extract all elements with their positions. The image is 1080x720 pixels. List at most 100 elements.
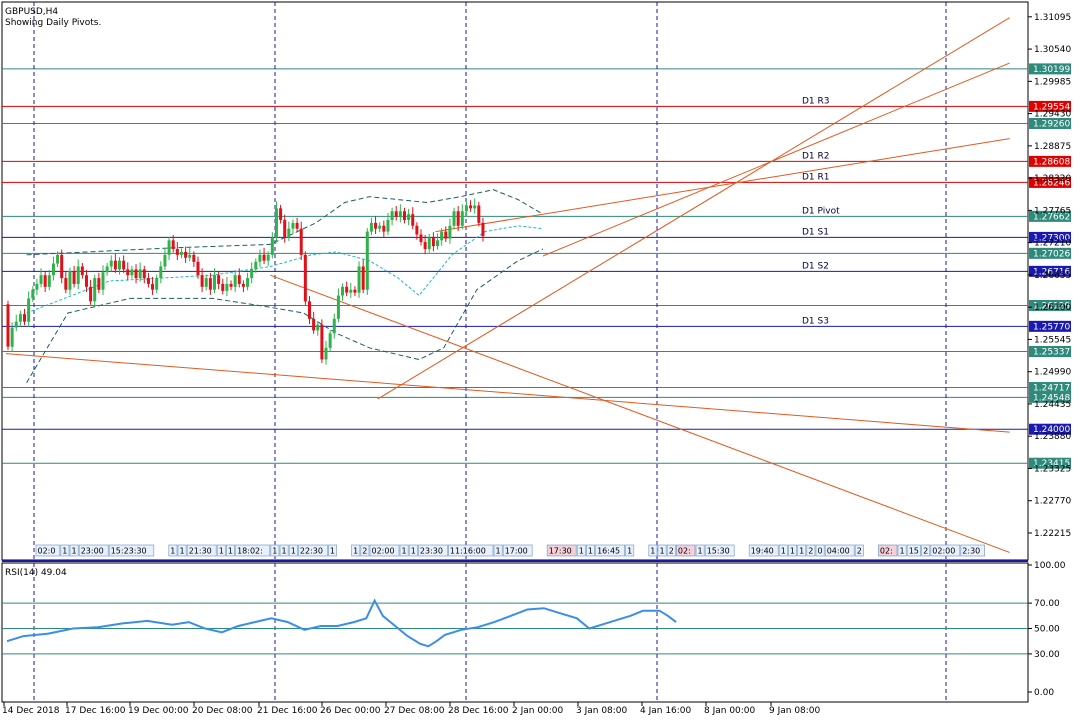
candle-body [444, 231, 448, 239]
candle-body [436, 240, 440, 247]
candle-body [307, 301, 311, 319]
event-marker [369, 544, 400, 557]
price-tick-label: 1.23325 [1034, 464, 1071, 474]
event-marker-label: 17:00 [505, 547, 528, 556]
period-separators [33, 2, 947, 702]
event-marker-label: 02:00 [372, 547, 395, 556]
candle-body [394, 211, 398, 218]
event-marker-label: 2 [857, 547, 862, 556]
plot-frame [1, 1, 1029, 703]
chart-symbol: GBPUSD,H4 [5, 7, 58, 17]
candle-body [18, 314, 22, 322]
event-marker [788, 544, 797, 557]
candle-body [23, 314, 27, 322]
candle-body [184, 251, 188, 258]
candle-body [320, 324, 324, 360]
price-tick-label: 1.22770 [1034, 497, 1071, 507]
event-marker-label: 1 [402, 547, 407, 556]
candle-body [171, 240, 175, 250]
candle-body [341, 286, 345, 296]
candle-body [349, 289, 353, 293]
trendline [435, 138, 1010, 233]
candle-body [270, 237, 274, 255]
candle-body [365, 231, 369, 290]
candle-body [47, 275, 51, 287]
pivot-level-name: D1 R3 [802, 96, 830, 106]
level-price-tag-label: 1.28246 [1033, 178, 1070, 188]
candle-body [118, 260, 122, 270]
candle-body [448, 225, 452, 239]
level-price-tag [1029, 265, 1071, 277]
time-tick-label: 20 Dec 08:00 [192, 706, 253, 716]
candle-body [68, 271, 72, 290]
event-marker-label: 1 [799, 547, 804, 556]
event-marker-label: 1 [588, 547, 593, 556]
candle-body [122, 260, 126, 270]
price-tick-label: 1.29430 [1034, 110, 1071, 120]
candle-body [254, 261, 258, 270]
candle-body [291, 222, 295, 229]
event-marker-label: 1 [790, 547, 795, 556]
event-marker-label: 1 [353, 547, 358, 556]
candle-body [27, 298, 31, 322]
candle-body [146, 278, 150, 284]
rsi-line [6, 598, 677, 648]
level-price-tag-label: 1.27026 [1033, 249, 1070, 259]
price-tick-label: 1.26100 [1034, 303, 1071, 313]
event-marker-label: 1 [627, 547, 632, 556]
price-tick-label: 1.31095 [1034, 13, 1071, 23]
level-price-tag [1029, 231, 1071, 243]
candle-body [134, 269, 138, 279]
event-marker-label: 1 [72, 547, 77, 556]
event-marker [226, 544, 235, 557]
price-tick-label: 1.30540 [1034, 45, 1071, 55]
event-marker [235, 544, 271, 557]
candle-body [130, 269, 134, 276]
candle-body [295, 222, 299, 229]
level-price-tag-label: 1.24548 [1033, 393, 1070, 403]
candle-body [80, 266, 84, 276]
time-tick-label: 27 Dec 08:00 [384, 706, 445, 716]
price-tick-label: 1.23880 [1034, 432, 1071, 442]
event-marker [695, 544, 705, 557]
candle-body [460, 211, 464, 226]
candle-body [258, 254, 262, 262]
event-marker-label: 02:00 [932, 547, 955, 556]
candle-body [456, 211, 460, 226]
candle-body [353, 289, 357, 293]
level-price-tag-label: 1.26716 [1033, 267, 1070, 277]
event-marker [666, 544, 676, 557]
candle-body [188, 254, 192, 258]
time-tick-label: 28 Dec 16:00 [448, 706, 509, 716]
event-marker [298, 544, 328, 557]
candle-body [316, 324, 320, 331]
trendline [542, 62, 1010, 257]
candle-body [159, 266, 163, 279]
event-marker-label: 16:45 [597, 547, 620, 556]
candle-body [382, 225, 386, 232]
event-marker [279, 544, 289, 557]
candle-body [274, 208, 278, 238]
event-marker-label: 1 [781, 547, 786, 556]
candle-body [64, 278, 68, 290]
candle-body [51, 263, 55, 276]
candle-body [390, 211, 394, 220]
level-price-tag [1029, 457, 1071, 469]
candle-body [283, 219, 287, 238]
candle-body [76, 266, 80, 284]
candle-body [407, 214, 411, 220]
event-marker-label: 1 [170, 547, 175, 556]
candle-body [423, 242, 427, 250]
event-marker-label: 02:0 [38, 547, 56, 556]
event-marker-label: 1 [698, 547, 703, 556]
pivot-level-name: D1 R2 [802, 151, 830, 161]
level-price-tag [1029, 299, 1071, 311]
candle-body [427, 237, 431, 250]
candle-body [464, 205, 468, 212]
event-marker [648, 544, 658, 557]
event-marker [288, 544, 298, 557]
event-marker [216, 544, 226, 557]
pivot-level-name: D1 R1 [802, 172, 830, 182]
candle-body [196, 261, 200, 276]
